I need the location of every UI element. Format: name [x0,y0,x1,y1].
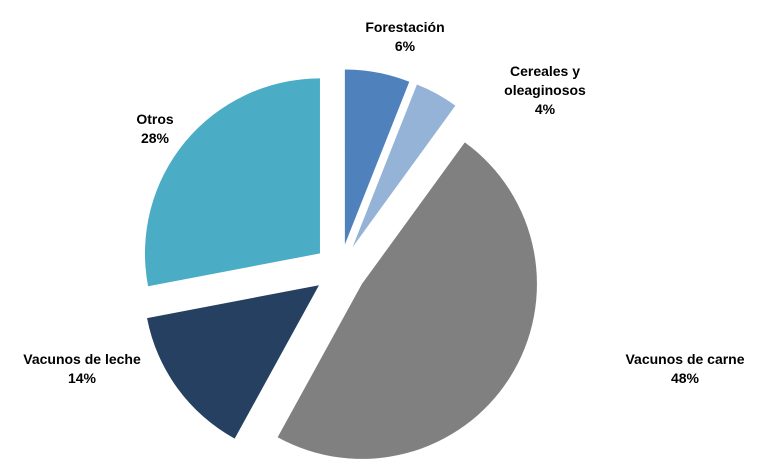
percent-label: 14% [67,370,97,386]
slice-label: Otros 28% [105,110,205,148]
percent-label: 28% [140,130,170,146]
percent-label: 6% [394,38,416,54]
slice-label: Cereales y oleaginosos 4% [480,62,610,119]
pie-slice [144,78,320,287]
category-name: Vacunos de carne [625,351,745,367]
pie-slice [277,142,537,459]
percent-label: 4% [534,101,556,117]
category-name: Vacunos de leche [23,351,141,367]
slice-label: Forestación 6% [335,18,475,56]
category-name: Forestación [365,19,445,35]
pie-slice [147,285,319,439]
slice-label: Vacunos de carne 48% [600,350,762,388]
percent-label: 48% [670,370,700,386]
slice-label: Vacunos de leche 14% [0,350,167,388]
category-name: Otros [136,111,174,127]
pie-slice [344,69,410,245]
category-name: Cereales y oleaginosos [504,63,586,98]
pie-slice [352,84,456,248]
